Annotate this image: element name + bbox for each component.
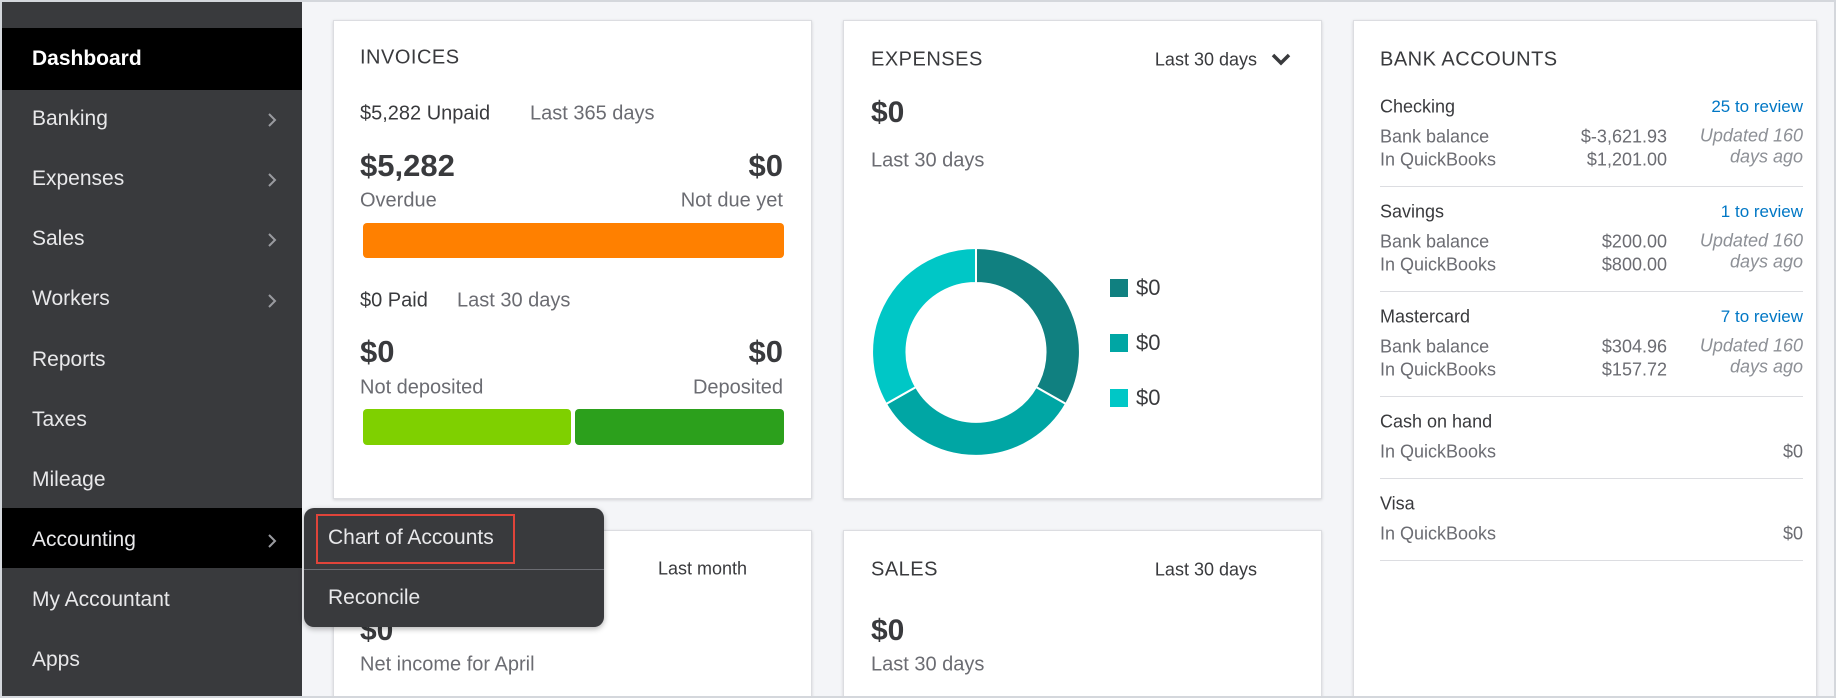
updated-note: Updated 160 — [1699, 230, 1803, 251]
account-name: Mastercard — [1380, 306, 1471, 327]
balance-label: In QuickBooks — [1380, 149, 1497, 170]
not-deposited-bar[interactable] — [363, 409, 571, 445]
nav-item[interactable]: Taxes — [32, 407, 87, 431]
submenu — [304, 508, 604, 627]
balance-label: In QuickBooks — [1380, 359, 1497, 380]
separator — [304, 569, 604, 570]
legend-label: $0 — [1136, 330, 1161, 355]
label: Deposited — [692, 376, 783, 399]
account-name: Visa — [1380, 493, 1415, 514]
account-name: Checking — [1380, 96, 1456, 117]
subtitle: Last 30 days — [871, 149, 985, 172]
period-dropdown[interactable]: Last 30 days — [1154, 49, 1257, 70]
card-title: BANK ACCOUNTS — [1380, 48, 1558, 71]
nav-item[interactable]: Banking — [32, 107, 108, 131]
hover-item — [2, 508, 302, 568]
label: Not deposited — [360, 376, 484, 399]
divider — [1380, 478, 1803, 479]
nav-item[interactable]: Reports — [32, 347, 106, 371]
balance-amount: $200.00 — [1601, 231, 1667, 252]
balance-label: Bank balance — [1380, 231, 1490, 252]
balance-label: In QuickBooks — [1380, 441, 1497, 462]
updated-note: Updated 160 — [1699, 125, 1803, 146]
period: Last 365 days — [530, 102, 655, 125]
balance-amount: $-3,621.93 — [1580, 126, 1667, 147]
balance-amount: $0 — [1782, 441, 1803, 462]
sales-card — [843, 530, 1322, 696]
balance-label: In QuickBooks — [1380, 523, 1497, 544]
period-dropdown[interactable]: Last month — [657, 558, 747, 579]
label: Not due yet — [680, 189, 783, 212]
review-link[interactable]: 7 to review — [1720, 307, 1803, 326]
highlight — [316, 514, 515, 564]
amount: $0 — [871, 96, 905, 129]
legend-label: $0 — [1136, 275, 1161, 300]
card-title: INVOICES — [360, 46, 460, 69]
account-name: Savings — [1380, 201, 1445, 222]
submenu-item[interactable]: Reconcile — [328, 586, 421, 609]
amount: $0 — [360, 334, 395, 369]
balance-amount: $304.96 — [1601, 336, 1667, 357]
sidebar — [2, 2, 302, 696]
review-link[interactable]: 25 to review — [1711, 97, 1803, 116]
card-title: EXPENSES — [871, 48, 983, 71]
card-title: SALES — [871, 558, 938, 581]
amount: $0 — [748, 334, 783, 369]
period: Last 30 days — [457, 289, 571, 312]
amount: $0 — [871, 614, 905, 647]
nav-item[interactable]: Apps — [32, 648, 80, 671]
review-link[interactable]: 1 to review — [1720, 202, 1803, 221]
deposited-bar[interactable] — [575, 409, 784, 445]
updated-note: days ago — [1729, 251, 1803, 272]
paid: $0 Paid — [360, 289, 428, 312]
balance-label: Bank balance — [1380, 126, 1490, 147]
divider — [1380, 291, 1803, 292]
active-item — [2, 28, 302, 90]
balance-amount: $800.00 — [1601, 254, 1667, 275]
balance-amount: $157.72 — [1601, 359, 1667, 380]
divider — [1380, 396, 1803, 397]
unpaid: $5,282 Unpaid — [360, 102, 491, 125]
nav-item[interactable]: Expenses — [32, 167, 125, 191]
subtitle: Net income for April — [360, 653, 535, 676]
submenu-item[interactable]: Chart of Accounts — [328, 526, 494, 549]
divider — [1380, 186, 1803, 187]
label: Overdue — [360, 189, 437, 212]
amount: $0 — [748, 148, 783, 183]
balance-label: In QuickBooks — [1380, 254, 1497, 275]
overdue-bar[interactable] — [363, 223, 784, 258]
nav-item[interactable]: Mileage — [32, 467, 106, 491]
legend-label: $0 — [1136, 385, 1161, 410]
nav-item[interactable]: Accounting — [32, 527, 136, 551]
updated-note: Updated 160 — [1699, 335, 1803, 356]
nav-item[interactable]: Dashboard — [32, 47, 142, 70]
nav-item[interactable]: Sales — [32, 227, 85, 251]
account-name: Cash on hand — [1380, 411, 1493, 432]
balance-label: Bank balance — [1380, 336, 1490, 357]
updated-note: days ago — [1729, 356, 1803, 377]
subtitle: Last 30 days — [871, 653, 985, 676]
balance-amount: $0 — [1782, 523, 1803, 544]
updated-note: days ago — [1729, 146, 1803, 167]
nav-item[interactable]: Workers — [32, 287, 110, 311]
balance-amount: $1,201.00 — [1586, 149, 1667, 170]
bank-card — [1353, 20, 1817, 696]
nav-item[interactable]: My Accountant — [32, 587, 170, 611]
period-dropdown[interactable]: Last 30 days — [1154, 559, 1257, 580]
divider — [1380, 560, 1803, 561]
amount: $5,282 — [360, 148, 455, 183]
